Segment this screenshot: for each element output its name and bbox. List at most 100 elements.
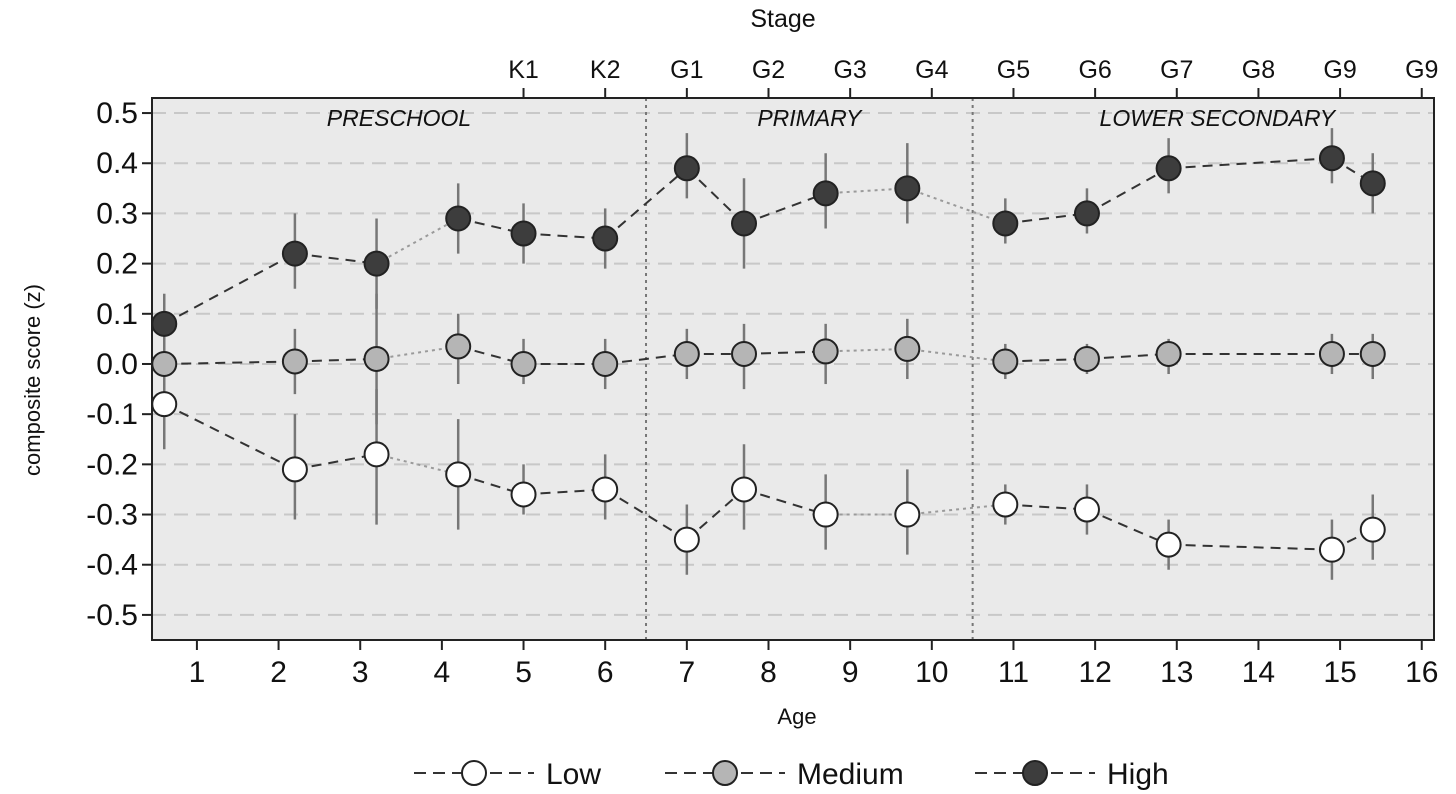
x-tick-label: 13 xyxy=(1160,656,1193,689)
data-point xyxy=(1073,345,1100,372)
series-line-segment xyxy=(743,350,826,355)
y-tick-label: 0.1 xyxy=(96,298,138,331)
top-tick-label: G4 xyxy=(915,56,948,84)
x-tick-label: 14 xyxy=(1242,656,1275,689)
x-tick-label: 1 xyxy=(189,656,206,689)
y-tick-label: 0.4 xyxy=(96,147,138,180)
y-tick-label: 0.3 xyxy=(96,197,138,230)
data-point xyxy=(363,441,390,468)
series-line-segment xyxy=(1005,212,1088,225)
data-point xyxy=(731,210,758,237)
series-line-segment xyxy=(906,187,1006,225)
data-point xyxy=(992,210,1019,237)
x-tick-label: 11 xyxy=(998,656,1029,689)
data-point xyxy=(812,180,839,207)
data-point xyxy=(1359,340,1386,367)
region-label: LOWER SECONDARY xyxy=(1100,105,1337,131)
top-tick-label: G9 xyxy=(1405,56,1438,84)
data-point xyxy=(673,526,700,553)
plot-frame xyxy=(151,97,1435,641)
top-tick-label: G5 xyxy=(997,56,1030,84)
series-line-segment xyxy=(743,192,827,225)
data-point xyxy=(1155,340,1182,367)
series-line-segment xyxy=(164,360,295,365)
series-line-segment xyxy=(163,252,296,325)
y-tick-label: -0.2 xyxy=(86,448,138,481)
data-point xyxy=(1318,145,1345,172)
data-point xyxy=(1359,170,1386,197)
x-tick-label: 9 xyxy=(842,656,859,689)
x-tick-label: 4 xyxy=(434,656,451,689)
data-point xyxy=(510,350,537,377)
series-line-segment xyxy=(294,357,377,363)
data-point xyxy=(151,350,178,377)
y-tick-label: -0.4 xyxy=(86,549,138,582)
series-line-segment xyxy=(523,488,606,496)
x-tick-label: 3 xyxy=(352,656,369,689)
series-line-segment xyxy=(294,453,377,471)
data-point xyxy=(1359,516,1386,543)
data-point xyxy=(731,340,758,367)
x-tick-label: 10 xyxy=(915,656,948,689)
data-point xyxy=(894,501,921,528)
x-tick-label: 5 xyxy=(515,656,532,689)
data-point xyxy=(592,225,619,252)
data-point xyxy=(673,340,700,367)
series-line-segment xyxy=(1168,543,1332,551)
series-line-segment xyxy=(1005,503,1088,511)
series-line-segment xyxy=(907,347,1006,363)
y-tick-label: -0.5 xyxy=(86,599,138,632)
data-point xyxy=(592,476,619,503)
data-point xyxy=(445,461,472,488)
y-tick-label: 0.5 xyxy=(96,97,138,130)
data-point xyxy=(731,476,758,503)
data-point xyxy=(894,335,921,362)
top-tick-label: G8 xyxy=(1242,56,1275,84)
data-point xyxy=(445,205,472,232)
data-point xyxy=(281,456,308,483)
series-line-segment xyxy=(907,503,1006,516)
plot-background xyxy=(152,98,1434,640)
legend: Low Medium High xyxy=(414,758,1169,791)
x-tick-label: 12 xyxy=(1078,656,1111,689)
series-line-segment xyxy=(605,352,687,365)
series-line-segment xyxy=(523,232,606,240)
series-line-segment xyxy=(376,453,459,476)
data-point xyxy=(510,220,537,247)
legend-label: Low xyxy=(546,758,601,791)
series-line-segment xyxy=(376,217,459,265)
data-point xyxy=(1073,496,1100,523)
series-line-segment xyxy=(686,488,745,541)
series-line-segment xyxy=(686,167,745,225)
series-line-segment xyxy=(163,403,296,471)
grid-lines xyxy=(152,112,1434,616)
series-line-segment xyxy=(1086,167,1170,215)
axes: 0.50.40.30.20.10.0-0.1-0.2-0.3-0.4-0.51 2… xyxy=(86,56,1438,689)
data-point xyxy=(673,155,700,182)
top-axis-title: Stage xyxy=(750,5,815,33)
data-point xyxy=(281,348,308,375)
data-point xyxy=(510,481,537,508)
series-low xyxy=(151,369,1386,580)
data-point xyxy=(281,240,308,267)
data-point xyxy=(151,391,178,418)
legend-marker xyxy=(461,760,487,786)
y-axis-title: composite score (z) xyxy=(20,284,45,476)
series-line-segment xyxy=(294,252,377,265)
series-medium xyxy=(151,293,1386,425)
y-tick-label: -0.1 xyxy=(86,398,138,431)
data-point xyxy=(1155,531,1182,558)
region-label: PRIMARY xyxy=(757,105,863,131)
legend-label: High xyxy=(1107,758,1169,791)
data-point xyxy=(812,501,839,528)
top-tick-label: K2 xyxy=(590,56,621,84)
data-point xyxy=(363,345,390,372)
data-point xyxy=(812,338,839,365)
data-point xyxy=(445,333,472,360)
series-high xyxy=(151,128,1386,349)
data-point xyxy=(363,250,390,277)
series-line-segment xyxy=(1086,508,1170,546)
legend-marker xyxy=(1022,760,1048,786)
x-tick-label: 6 xyxy=(597,656,614,689)
